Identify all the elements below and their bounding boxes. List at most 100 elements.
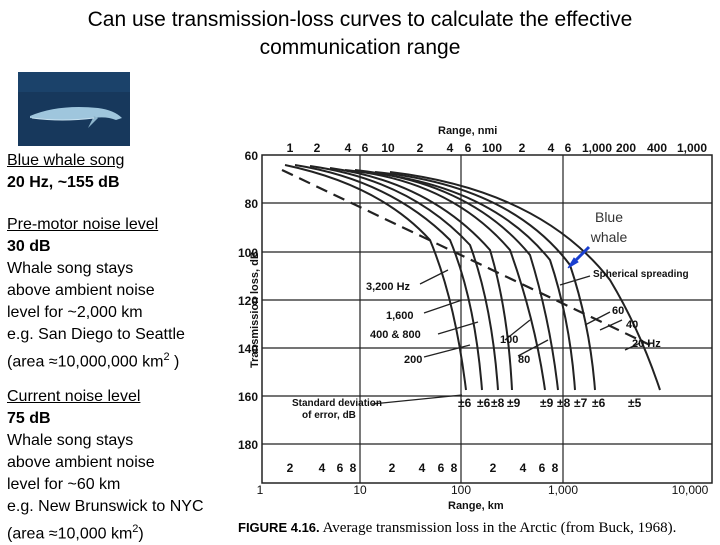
svg-text:60: 60 bbox=[245, 149, 259, 163]
current-line: e.g. New Brunswick to NYC bbox=[7, 498, 204, 515]
current-heading: Current noise level bbox=[7, 388, 141, 405]
svg-text:1: 1 bbox=[257, 483, 264, 497]
song-section: Blue whale song 20 Hz, ~155 dB bbox=[7, 150, 124, 194]
svg-text:80: 80 bbox=[245, 197, 259, 211]
bottom-axis-label: Range, km bbox=[448, 500, 504, 512]
premotor-value: 30 dB bbox=[7, 238, 51, 255]
y-ticks: 60 80 100 120 140 160 180 bbox=[238, 149, 258, 452]
svg-text:160: 160 bbox=[238, 390, 258, 404]
svg-text:Standard deviation: Standard deviation bbox=[292, 398, 382, 409]
svg-text:2: 2 bbox=[389, 461, 396, 475]
svg-text:±6: ±6 bbox=[477, 396, 491, 410]
current-line: Whale song stays bbox=[7, 432, 134, 449]
svg-text:8: 8 bbox=[350, 461, 357, 475]
plot-frame bbox=[261, 154, 713, 484]
svg-text:±8: ±8 bbox=[491, 396, 505, 410]
bottom-minor-ticks: 2 4 6 8 2 4 6 8 2 4 6 8 bbox=[287, 461, 559, 475]
label-80: 80 bbox=[518, 354, 530, 366]
svg-text:4: 4 bbox=[419, 461, 426, 475]
label-leaders bbox=[371, 269, 641, 405]
top-axis-label: Range, nmi bbox=[438, 125, 497, 137]
grid-vertical bbox=[359, 155, 564, 483]
svg-text:4: 4 bbox=[447, 141, 454, 155]
svg-text:1: 1 bbox=[287, 141, 294, 155]
blue-whale-photo bbox=[18, 72, 130, 146]
curve-40 bbox=[374, 171, 596, 391]
svg-text:180: 180 bbox=[238, 438, 258, 452]
svg-text:10,000: 10,000 bbox=[672, 483, 709, 497]
svg-text:4: 4 bbox=[319, 461, 326, 475]
current-value: 75 dB bbox=[7, 410, 51, 427]
label-1600: 1,600 bbox=[386, 310, 414, 322]
bottom-major-ticks: 1 10 100 1,000 10,000 bbox=[257, 483, 709, 497]
song-value: 20 Hz, ~155 dB bbox=[7, 174, 120, 191]
svg-text:4: 4 bbox=[345, 141, 352, 155]
label-spherical-spreading: Spherical spreading bbox=[593, 269, 689, 280]
blue-whale-icon bbox=[18, 72, 130, 146]
svg-text:±8: ±8 bbox=[557, 396, 571, 410]
curve-200 bbox=[329, 167, 513, 391]
blue-whale-annotation: Blue whale bbox=[590, 209, 628, 245]
spherical-spreading-line bbox=[281, 169, 651, 346]
svg-text:±6: ±6 bbox=[592, 396, 606, 410]
label-200: 200 bbox=[404, 354, 422, 366]
premotor-line: level for ~2,000 km bbox=[7, 304, 143, 321]
svg-text:of error, dB: of error, dB bbox=[302, 410, 356, 421]
svg-text:4: 4 bbox=[520, 461, 527, 475]
curve-60 bbox=[364, 171, 576, 391]
svg-text:6: 6 bbox=[438, 461, 445, 475]
svg-text:10: 10 bbox=[353, 483, 367, 497]
curve-labels: 3,200 Hz 1,600 400 & 800 200 100 80 60 4… bbox=[366, 269, 689, 366]
svg-text:8: 8 bbox=[451, 461, 458, 475]
svg-text:6: 6 bbox=[539, 461, 546, 475]
label-40: 40 bbox=[626, 319, 638, 331]
svg-text:±9: ±9 bbox=[507, 396, 521, 410]
label-100: 100 bbox=[500, 334, 518, 346]
svg-text:±5: ±5 bbox=[628, 396, 642, 410]
svg-text:140: 140 bbox=[238, 342, 258, 356]
label-3200hz: 3,200 Hz bbox=[366, 281, 411, 293]
curve-1600 bbox=[294, 164, 483, 391]
whale-arrow-head bbox=[567, 257, 579, 269]
curve-3200hz bbox=[284, 164, 467, 391]
grid-horizontal bbox=[262, 202, 712, 445]
svg-text:2: 2 bbox=[417, 141, 424, 155]
curve-80 bbox=[354, 169, 559, 391]
svg-text:200: 200 bbox=[616, 141, 636, 155]
svg-text:6: 6 bbox=[337, 461, 344, 475]
curve-400-800 bbox=[309, 165, 499, 391]
svg-text:6: 6 bbox=[565, 141, 572, 155]
svg-text:2: 2 bbox=[287, 461, 294, 475]
premotor-line: Whale song stays bbox=[7, 260, 134, 277]
slide-title: Can use transmission-loss curves to calc… bbox=[0, 6, 720, 62]
curve-20hz bbox=[389, 171, 661, 391]
svg-text:1,000: 1,000 bbox=[677, 141, 707, 155]
current-area: (area ≈10,000 km2) bbox=[7, 523, 144, 543]
song-heading: Blue whale song bbox=[7, 152, 125, 169]
title-line-2: communication range bbox=[259, 36, 461, 59]
svg-text:100: 100 bbox=[238, 246, 258, 260]
svg-text:100: 100 bbox=[482, 141, 502, 155]
premotor-heading: Pre-motor noise level bbox=[7, 216, 159, 233]
std-values: ±6 ±6 ±8 ±9 ±9 ±8 ±7 ±6 ±5 bbox=[458, 396, 642, 410]
y-axis-label: Transmission loss, dB bbox=[249, 251, 261, 368]
svg-text:400: 400 bbox=[647, 141, 667, 155]
premotor-section: Pre-motor noise level 30 dB Whale song s… bbox=[7, 214, 185, 373]
svg-text:1,000: 1,000 bbox=[582, 141, 612, 155]
svg-text:100: 100 bbox=[451, 483, 471, 497]
svg-text:2: 2 bbox=[490, 461, 497, 475]
std-deviation-label: Standard deviation of error, dB bbox=[292, 398, 382, 421]
svg-text:2: 2 bbox=[519, 141, 526, 155]
svg-text:10: 10 bbox=[381, 141, 395, 155]
premotor-line: e.g. San Diego to Seattle bbox=[7, 326, 185, 343]
current-line: above ambient noise bbox=[7, 454, 155, 471]
svg-text:±7: ±7 bbox=[574, 396, 588, 410]
svg-text:1,000: 1,000 bbox=[548, 483, 578, 497]
current-section: Current noise level 75 dB Whale song sta… bbox=[7, 386, 204, 545]
label-20hz: 20 Hz bbox=[632, 338, 661, 350]
premotor-area: (area ≈10,000,000 km2 ) bbox=[7, 351, 180, 371]
svg-text:6: 6 bbox=[362, 141, 369, 155]
svg-text:120: 120 bbox=[238, 294, 258, 308]
svg-text:2: 2 bbox=[314, 141, 321, 155]
